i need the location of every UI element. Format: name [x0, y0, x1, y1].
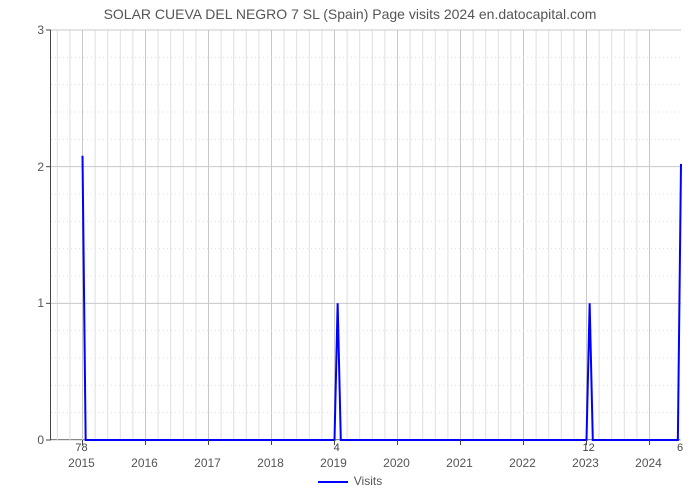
legend: Visits: [0, 474, 700, 488]
y-tick-label: 3: [37, 23, 44, 37]
x-tick-label: 2022: [509, 456, 536, 470]
value-annotation: 12: [583, 442, 595, 454]
x-tick-label: 2024: [635, 456, 662, 470]
x-tick-label: 2023: [572, 456, 599, 470]
x-tick-label: 2019: [320, 456, 347, 470]
x-tick-label: 2017: [194, 456, 221, 470]
legend-swatch: [318, 481, 348, 483]
x-tick-label: 2021: [446, 456, 473, 470]
value-annotation: 6: [677, 442, 683, 454]
y-tick-label: 2: [37, 160, 44, 174]
value-annotation: 78: [75, 442, 87, 454]
value-annotation: 4: [334, 442, 340, 454]
x-tick-label: 2020: [383, 456, 410, 470]
x-tick-label: 2016: [131, 456, 158, 470]
plot-svg: [51, 30, 681, 440]
x-tick-label: 2015: [68, 456, 95, 470]
x-tick-label: 2018: [257, 456, 284, 470]
chart-container: SOLAR CUEVA DEL NEGRO 7 SL (Spain) Page …: [0, 0, 700, 500]
y-tick-label: 1: [37, 296, 44, 310]
plot-area: [50, 30, 680, 440]
chart-title: SOLAR CUEVA DEL NEGRO 7 SL (Spain) Page …: [0, 0, 700, 26]
legend-label: Visits: [354, 474, 382, 488]
y-tick-label: 0: [37, 433, 44, 447]
